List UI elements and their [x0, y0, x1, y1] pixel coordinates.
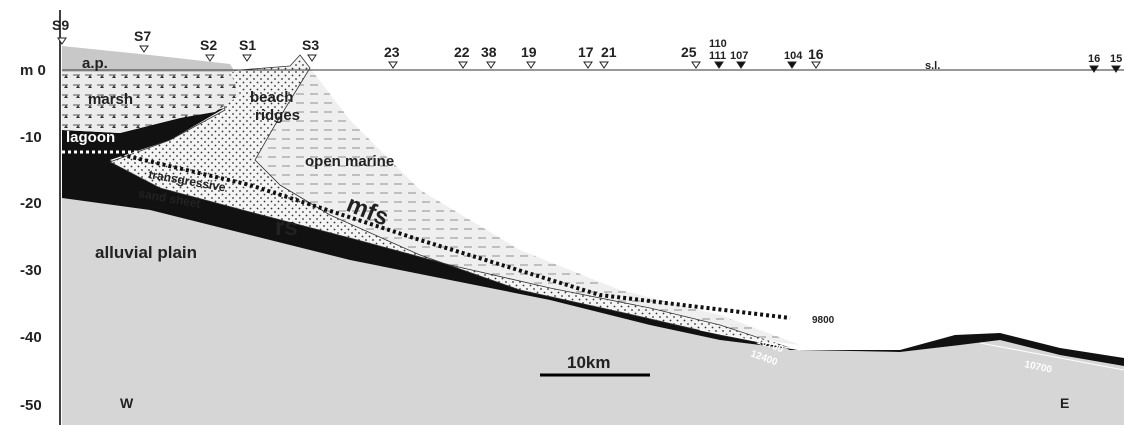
core-marker	[715, 62, 723, 68]
core-marker	[1090, 66, 1098, 72]
core-label: 16	[808, 46, 824, 62]
core-label: 107	[730, 50, 748, 62]
unit-label: a.p.	[82, 55, 108, 72]
depth-label: -40	[20, 329, 42, 346]
unit-label: alluvial plain	[95, 243, 197, 262]
core-marker	[459, 62, 467, 68]
core-label: 15	[1110, 53, 1122, 65]
core-label: S9	[52, 17, 69, 33]
core-label: 25	[681, 44, 697, 60]
core-marker	[243, 55, 251, 61]
alluvial-plain	[62, 198, 1124, 425]
core-marker	[737, 62, 745, 68]
direction-label: W	[120, 395, 134, 411]
core-marker	[389, 62, 397, 68]
core-label: 22	[454, 44, 470, 60]
core-marker	[308, 55, 316, 61]
cross-section: m 0 -10 -20 -30 -40 -50 S9 S7 S2 S1 S3 2…	[0, 0, 1124, 433]
core-label: 17	[578, 44, 594, 60]
depth-label: -20	[20, 195, 42, 212]
core-marker	[788, 62, 796, 68]
core-label: 38	[481, 44, 497, 60]
unit-label: ridges	[255, 107, 300, 124]
core-label: 111	[709, 50, 726, 62]
depth-label: -50	[20, 397, 42, 414]
core-marker	[600, 62, 608, 68]
core-label: S1	[239, 37, 256, 53]
core-label: 110	[709, 38, 727, 50]
core-label: 19	[521, 44, 537, 60]
core-label: 23	[384, 44, 400, 60]
depth-label: -30	[20, 262, 42, 279]
core-marker	[58, 38, 66, 44]
core-label: S7	[134, 28, 151, 44]
depth-label: m 0	[20, 62, 46, 79]
core-marker	[527, 62, 535, 68]
core-label: 104	[784, 50, 803, 62]
core-marker	[584, 62, 592, 68]
core-label: S2	[200, 37, 217, 53]
unit-label: beach	[250, 89, 293, 106]
age-label: 9800	[812, 315, 835, 326]
direction-label: E	[1060, 395, 1069, 411]
core-marker	[812, 62, 820, 68]
unit-label: open marine	[305, 153, 394, 170]
depth-label: -10	[20, 129, 42, 146]
core-marker	[206, 55, 214, 61]
unit-label: rs	[275, 214, 298, 241]
core-label: 16	[1088, 53, 1100, 65]
core-marker	[1112, 66, 1120, 72]
scale-label: 10km	[567, 353, 610, 372]
core-marker	[487, 62, 495, 68]
core-marker	[692, 62, 700, 68]
core-label: S3	[302, 37, 319, 53]
sea-level-label: s.l.	[925, 60, 940, 72]
core-label: 21	[601, 44, 617, 60]
core-marker	[140, 46, 148, 52]
unit-label: lagoon	[66, 129, 115, 146]
unit-label: marsh	[88, 91, 133, 108]
